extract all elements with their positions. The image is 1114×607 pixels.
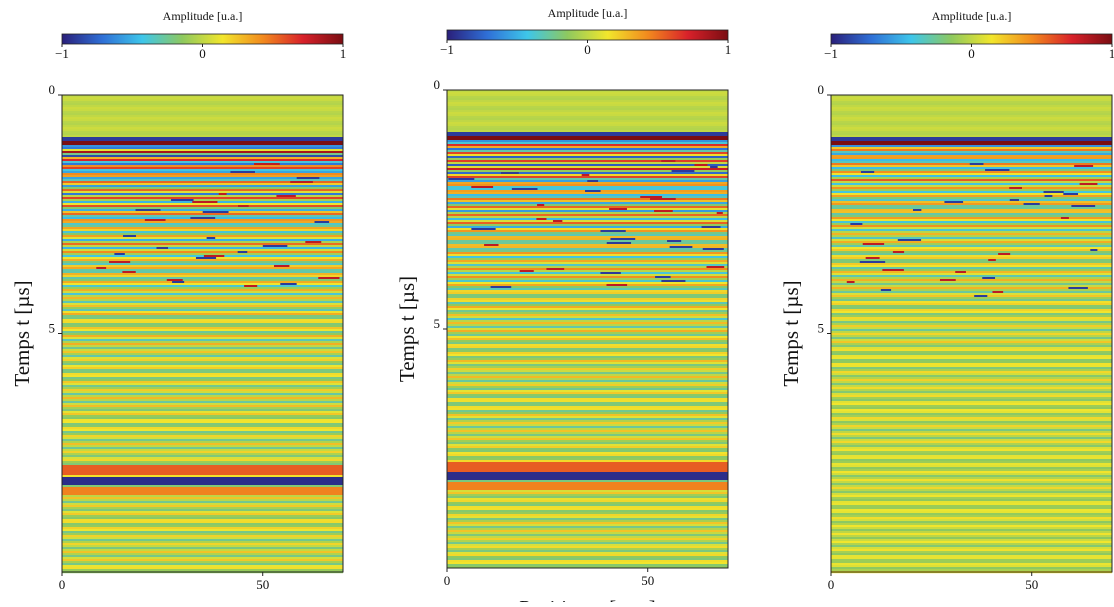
colorbar-tick-label: 0: [584, 42, 591, 57]
colorbar: [446, 29, 729, 41]
colorbar-tick-label: 0: [968, 46, 975, 61]
colorbar-tick-label: 1: [1109, 46, 1114, 61]
x-axis-label: Position x [mm]: [519, 596, 656, 602]
x-tick-label: 0: [59, 577, 66, 592]
x-tick-label: 50: [1025, 577, 1038, 592]
y-tick-label: 0: [434, 77, 441, 92]
y-axis-label: Temps t [µs]: [10, 280, 34, 386]
colorbar: [830, 33, 1113, 45]
colorbar-title: Amplitude [u.a.]: [548, 6, 628, 20]
colorbar-title: Amplitude [u.a.]: [163, 9, 243, 23]
y-tick-label: 5: [818, 320, 825, 335]
colorbar-tick-label: 0: [199, 46, 206, 61]
y-axis-label: Temps t [µs]: [395, 276, 419, 382]
x-tick-label: 0: [444, 573, 451, 588]
colorbar-tick-label: −1: [55, 46, 69, 61]
colorbar-tick-label: 1: [725, 42, 732, 57]
colorbar-tick-label: 1: [340, 46, 347, 61]
x-tick-label: 0: [828, 577, 835, 592]
colorbar-title: Amplitude [u.a.]: [932, 9, 1012, 23]
y-tick-label: 0: [49, 82, 56, 97]
y-axis-label: Temps t [µs]: [779, 280, 803, 386]
y-tick-label: 0: [818, 82, 825, 97]
colorbar: [61, 33, 344, 45]
colorbar-tick-label: −1: [440, 42, 454, 57]
y-tick-label: 5: [49, 320, 56, 335]
colorbar-tick-label: −1: [824, 46, 838, 61]
x-tick-label: 50: [641, 573, 654, 588]
x-tick-label: 50: [256, 577, 269, 592]
y-tick-label: 5: [434, 316, 441, 331]
